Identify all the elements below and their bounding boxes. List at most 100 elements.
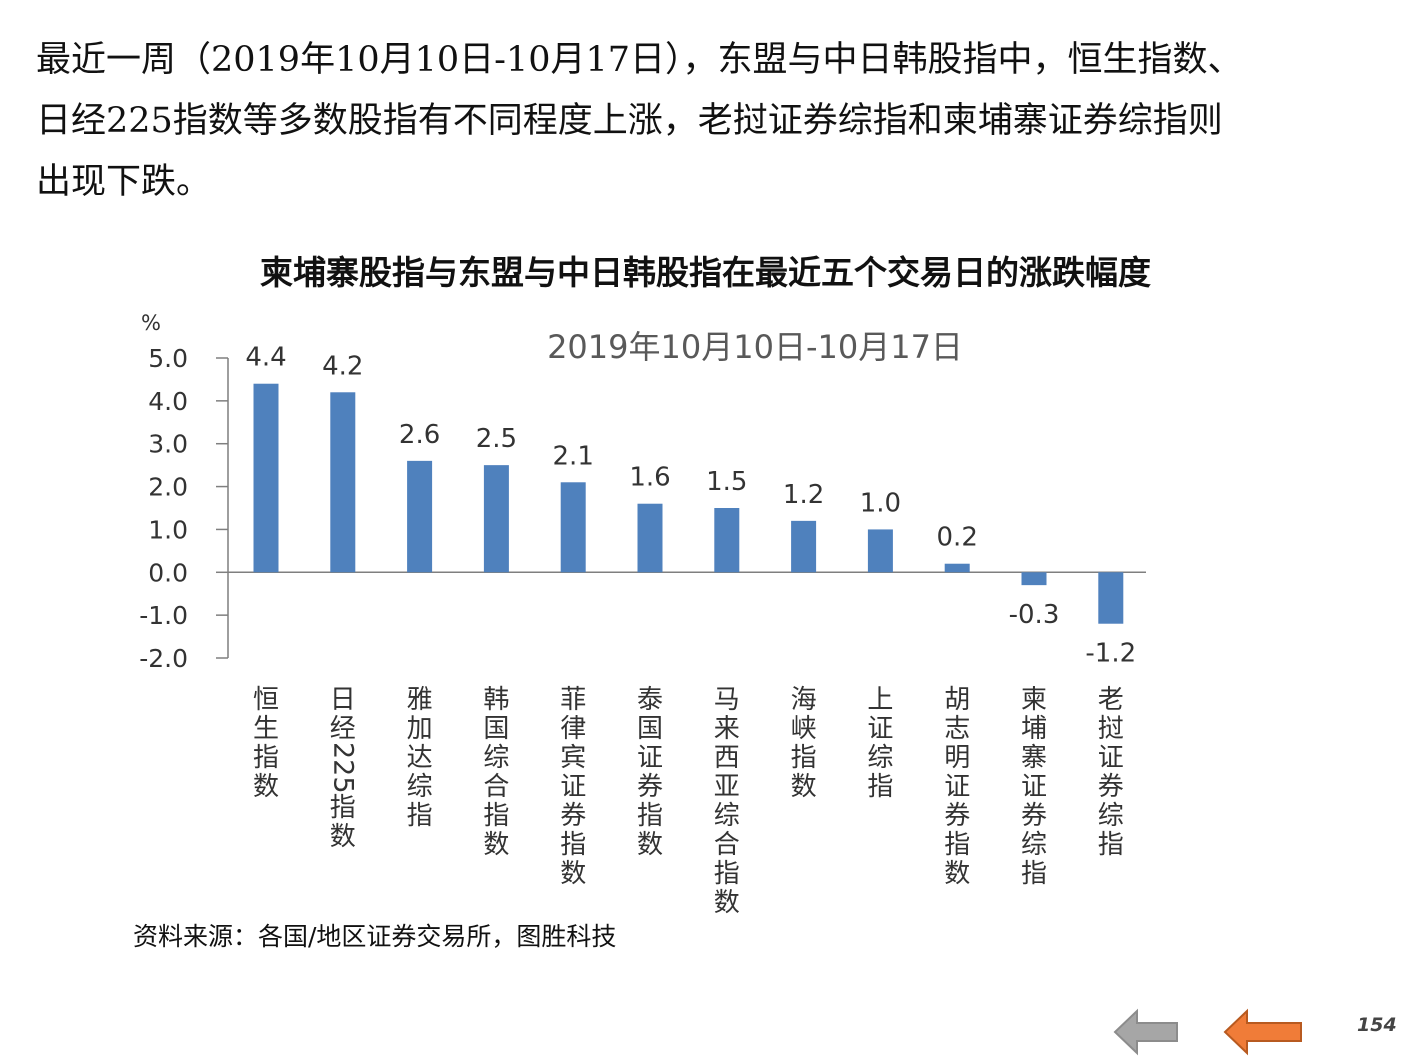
page-number: 154 xyxy=(1357,1014,1397,1036)
x-tick-label: 泰 xyxy=(637,685,663,715)
x-tick-label: 指 xyxy=(330,793,356,823)
data-label: -0.3 xyxy=(1009,600,1060,630)
x-tick-label: 律 xyxy=(560,714,586,744)
x-tick-label: 指 xyxy=(1098,830,1124,860)
x-tick-label: 券 xyxy=(637,772,663,802)
bar xyxy=(483,465,509,573)
x-tick-label: 国 xyxy=(637,714,663,744)
intro-line: 出现下跌。 xyxy=(36,162,212,202)
x-tick-label: 志 xyxy=(944,714,970,744)
x-tick-label: 指 xyxy=(483,801,509,831)
x-tick-label: 数 xyxy=(330,822,356,852)
bar xyxy=(407,460,433,573)
x-tick-label: 数 xyxy=(714,888,740,918)
back-arrow-icon[interactable] xyxy=(1113,1008,1181,1056)
x-tick-label: 证 xyxy=(637,743,663,773)
x-tick-label: 数 xyxy=(944,859,970,889)
x-tick-label: 明 xyxy=(944,743,970,773)
x-tick-label: 证 xyxy=(1098,743,1124,773)
x-tick-label: 综 xyxy=(714,801,740,831)
x-tick-label: 指 xyxy=(637,801,663,831)
data-label: 4.4 xyxy=(245,343,286,373)
x-tick-label: 老 xyxy=(1098,685,1124,715)
bar xyxy=(1098,572,1124,624)
data-label: 4.2 xyxy=(322,351,363,381)
data-label: 1.2 xyxy=(783,480,824,510)
x-tick-label: 券 xyxy=(560,801,586,831)
y-tick-label: -1.0 xyxy=(139,601,188,630)
data-label: 1.6 xyxy=(629,463,670,493)
x-tick-label: 指 xyxy=(791,743,817,773)
x-tick-label: 证 xyxy=(944,772,970,802)
bar xyxy=(944,563,970,573)
x-tick-label: 数 xyxy=(791,772,817,802)
x-tick-label: 券 xyxy=(944,801,970,831)
intro-paragraph: 最近一周（2019年10月10日-10月17日），东盟与中日韩股指中，恒生指数、… xyxy=(36,30,1386,213)
x-tick-label: 指 xyxy=(560,830,586,860)
x-tick-label: 埔 xyxy=(1021,714,1047,744)
x-tick-label: 宾 xyxy=(560,743,586,773)
forward-arrow-icon[interactable] xyxy=(1223,1008,1305,1056)
x-tick-label: 海 xyxy=(791,685,817,715)
x-tick-label: 达 xyxy=(407,743,433,773)
intro-line: 最近一周（2019年10月10日-10月17日），东盟与中日韩股指中，恒生指数、 xyxy=(36,40,1243,80)
x-tick-label: 日 xyxy=(330,685,356,715)
x-tick-label: 数 xyxy=(483,830,509,860)
x-tick-label: 指 xyxy=(253,743,279,773)
y-tick-label: 4.0 xyxy=(148,387,188,416)
bar xyxy=(867,529,893,573)
x-tick-label: 证 xyxy=(867,714,893,744)
x-tick-label: 菲 xyxy=(560,685,586,715)
y-tick-label: 1.0 xyxy=(148,515,188,544)
x-tick-label: 数 xyxy=(637,830,663,860)
x-tick-label: 综 xyxy=(1098,801,1124,831)
x-tick-label: 证 xyxy=(560,772,586,802)
x-tick-label: 恒 xyxy=(253,685,279,715)
x-tick-label: 券 xyxy=(1021,801,1047,831)
bar xyxy=(330,392,356,573)
x-tick-label: 综 xyxy=(1021,830,1047,860)
data-label: 1.0 xyxy=(860,488,901,518)
data-label: 1.5 xyxy=(706,467,747,497)
y-tick-label: 0.0 xyxy=(148,558,188,587)
bar xyxy=(253,383,279,573)
chart-title: 柬埔寨股指与东盟与中日韩股指在最近五个交易日的涨跌幅度 xyxy=(260,253,1151,292)
x-tick-label: 合 xyxy=(714,830,740,860)
bar xyxy=(791,520,817,573)
x-tick-label: 国 xyxy=(483,714,509,744)
bar xyxy=(560,482,586,573)
x-tick-label: 挝 xyxy=(1098,714,1124,744)
x-tick-label: 韩 xyxy=(483,685,509,715)
bar xyxy=(1021,572,1047,586)
data-label: 2.6 xyxy=(399,420,440,450)
x-tick-label: 经 xyxy=(330,714,356,744)
x-tick-label: 指 xyxy=(714,859,740,889)
data-label: -1.2 xyxy=(1085,639,1136,669)
bar xyxy=(637,503,663,573)
x-tick-label: 指 xyxy=(867,772,893,802)
intro-line: 日经225指数等多数股指有不同程度上涨，老挝证券综指和柬埔寨证券综指则 xyxy=(36,101,1223,141)
x-tick-label: 柬 xyxy=(1021,685,1047,715)
x-tick-label: 上 xyxy=(867,685,893,715)
x-tick-label: 综 xyxy=(483,743,509,773)
x-tick-label: 合 xyxy=(483,772,509,802)
x-tick-label: 数 xyxy=(253,772,279,802)
x-tick-label: 加 xyxy=(407,714,433,744)
x-tick-label: 指 xyxy=(407,801,433,831)
x-tick-label: 生 xyxy=(253,714,279,744)
source-note: 资料来源：各国/地区证券交易所，图胜科技 xyxy=(133,922,617,951)
x-tick-label: 数 xyxy=(560,859,586,889)
x-tick-label: 指 xyxy=(1021,859,1047,889)
x-tick-label: 雅 xyxy=(407,685,433,715)
x-tick-label: 亚 xyxy=(714,772,740,802)
x-tick-label: 来 xyxy=(714,714,740,744)
x-tick-label: 马 xyxy=(714,685,740,715)
y-tick-label: 5.0 xyxy=(148,344,188,373)
x-tick-label: 指 xyxy=(944,830,970,860)
data-label: 0.2 xyxy=(937,523,978,553)
x-tick-label: 峡 xyxy=(791,714,817,744)
x-tick-label: 西 xyxy=(714,743,740,773)
x-tick-label: 综 xyxy=(407,772,433,802)
chart-subtitle: 2019年10月10日-10月17日 xyxy=(547,328,963,366)
